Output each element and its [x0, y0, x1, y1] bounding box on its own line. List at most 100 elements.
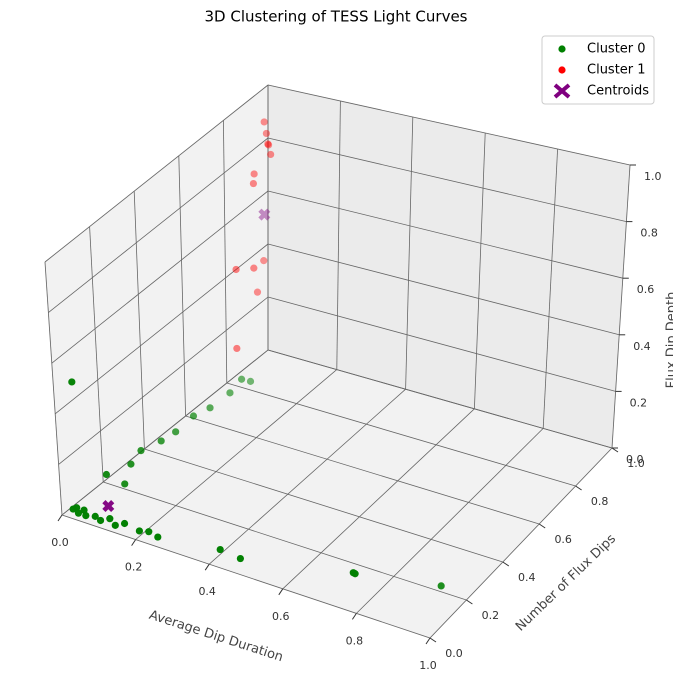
data-point — [250, 170, 258, 178]
x-tick — [425, 637, 431, 645]
grid-line — [474, 132, 486, 409]
data-point — [189, 412, 198, 420]
data-point — [250, 264, 258, 272]
legend-box — [541, 35, 655, 105]
data-point — [233, 344, 241, 353]
grid-line — [611, 164, 631, 449]
legend-marker — [558, 45, 566, 53]
grid-line — [356, 428, 544, 614]
x-tick-label: 0.6 — [272, 610, 290, 623]
data-point — [74, 509, 83, 517]
data-point — [237, 375, 246, 383]
data-point — [157, 437, 165, 445]
x-tick-label: 0.8 — [346, 634, 364, 647]
grid-line — [267, 349, 613, 449]
grid-line — [103, 481, 467, 601]
legend-label: Cluster 1 — [587, 63, 646, 78]
grid-line — [48, 137, 269, 313]
y-tick — [502, 561, 510, 567]
y-tick-label: 0.2 — [482, 609, 500, 622]
grid-line — [135, 369, 338, 540]
data-point — [172, 428, 180, 436]
grid-line — [51, 190, 269, 364]
z-axis-label: Flux Dip Depth — [665, 292, 673, 389]
x-tick-label: 0.4 — [198, 585, 216, 598]
x-tick-label: 0.2 — [125, 561, 143, 574]
legend-label: Centroids — [587, 84, 649, 99]
z-tick-label: 0.4 — [633, 340, 651, 353]
legend-label: Cluster 0 — [587, 42, 646, 57]
legend-marker — [553, 83, 571, 99]
grid-line — [178, 155, 186, 417]
grid-line — [144, 448, 503, 563]
y-tick-label: 0.8 — [591, 495, 609, 508]
y-tick-label: 0.4 — [518, 571, 536, 584]
data-point — [264, 140, 272, 148]
z-tick-label: 1.0 — [644, 170, 662, 183]
data-point — [137, 446, 145, 455]
data-point — [73, 504, 81, 512]
grid-line — [267, 190, 623, 279]
grid-line — [226, 382, 576, 487]
z-tick-label: 0.2 — [630, 396, 648, 409]
grid-line — [267, 137, 627, 222]
data-point — [82, 511, 90, 520]
y-tick — [429, 637, 437, 643]
data-point — [111, 521, 119, 529]
grid-line — [267, 84, 631, 166]
y-tick-label: 0.0 — [445, 647, 463, 660]
data-point — [226, 389, 234, 397]
y-tick — [611, 447, 619, 453]
grid-line — [429, 447, 613, 639]
centroid-marker — [258, 208, 271, 221]
y-tick — [466, 599, 473, 605]
grid-line — [267, 243, 620, 336]
legend: Cluster 0 Cluster 1 Centroids — [541, 35, 655, 105]
centroid-marker — [102, 500, 115, 513]
data-point — [68, 378, 76, 386]
data-point — [264, 141, 273, 149]
grid-line — [336, 100, 341, 370]
data-point — [121, 480, 129, 488]
chart-title: 3D Clustering of TESS Light Curves — [204, 8, 467, 26]
data-point — [106, 515, 114, 523]
legend-marker — [558, 66, 566, 74]
data-point — [260, 118, 268, 126]
data-point — [236, 554, 244, 563]
y-tick-label: 1.0 — [627, 457, 645, 470]
data-point — [206, 404, 214, 412]
x-tick — [278, 588, 284, 596]
x-tick-label: 1.0 — [419, 659, 437, 672]
grid-line — [61, 349, 269, 516]
grid-line — [44, 261, 63, 516]
data-point — [154, 533, 162, 541]
grid-line — [133, 191, 145, 450]
panes — [44, 83, 631, 639]
data-point — [102, 470, 111, 479]
data-point — [135, 527, 143, 535]
x-tick — [351, 613, 357, 620]
data-point — [96, 516, 105, 525]
grid-line — [405, 116, 414, 390]
data-point — [267, 150, 275, 159]
data-point — [127, 460, 135, 468]
grid-line — [267, 296, 616, 392]
data-point — [145, 528, 153, 536]
grid-line — [54, 243, 269, 415]
y-tick — [575, 485, 582, 491]
z-tick-label: 0.0 — [626, 453, 644, 466]
y-tick-label: 0.6 — [554, 533, 572, 546]
grid-line — [58, 296, 269, 465]
x-tick — [204, 563, 210, 571]
grid-line — [223, 120, 228, 384]
data-point — [437, 582, 445, 590]
x-tick — [131, 539, 137, 546]
data-point — [249, 179, 258, 188]
z-tick-label: 0.8 — [640, 227, 658, 240]
data-point — [232, 265, 240, 274]
data-point — [216, 545, 224, 554]
data-point — [253, 288, 262, 296]
grid-line — [44, 84, 269, 263]
data-point — [120, 519, 129, 528]
